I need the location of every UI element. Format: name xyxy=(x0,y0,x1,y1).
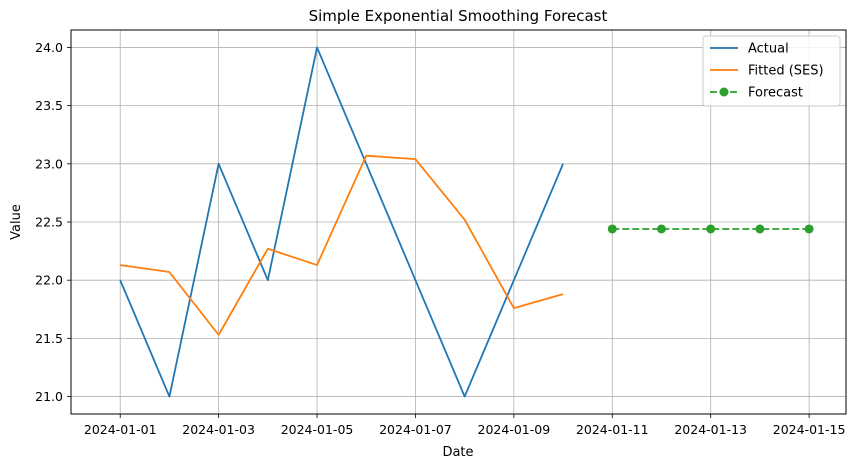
x-tick-label: 2024-01-13 xyxy=(674,422,747,437)
y-axis-label: Value xyxy=(9,204,24,240)
plot-series xyxy=(119,46,814,398)
chart-title: Simple Exponential Smoothing Forecast xyxy=(309,7,608,25)
y-tick-label: 23.0 xyxy=(35,156,63,171)
actual-line xyxy=(119,46,564,398)
y-tick-label: 24.0 xyxy=(35,40,63,55)
x-tick-label: 2024-01-03 xyxy=(182,422,255,437)
forecast-point xyxy=(706,224,716,234)
legend-marker-forecast xyxy=(719,87,729,97)
legend-label-actual: Actual xyxy=(748,42,789,57)
x-tick-label: 2024-01-01 xyxy=(84,422,157,437)
y-tick-label: 22.0 xyxy=(35,273,63,288)
x-axis-label: Date xyxy=(442,445,473,460)
legend: Actual Fitted (SES) Forecast xyxy=(702,35,841,107)
y-tick-label: 21.0 xyxy=(35,389,63,404)
x-axis: 2024-01-01 2024-01-03 2024-01-05 2024-01-07… xyxy=(84,414,846,437)
y-tick-label: 21.5 xyxy=(35,331,63,346)
forecast-point xyxy=(755,224,765,234)
x-tick-label: 2024-01-09 xyxy=(478,422,551,437)
forecast-point xyxy=(804,224,814,234)
forecast-point xyxy=(656,224,666,234)
y-tick-label: 23.5 xyxy=(35,98,63,113)
legend-label-forecast: Forecast xyxy=(748,86,803,101)
fitted-ses-line xyxy=(120,154,564,336)
legend-box xyxy=(702,35,841,107)
y-axis: 21.0 21.5 22.0 22.5 23.0 23.5 24.0 xyxy=(35,40,71,404)
forecast-point xyxy=(607,224,617,234)
y-tick-label: 22.5 xyxy=(35,215,63,230)
x-tick-label: 2024-01-07 xyxy=(379,422,452,437)
legend-label-fitted-ses: Fitted (SES) xyxy=(748,64,824,79)
x-tick-label: 2024-01-15 xyxy=(773,422,846,437)
x-tick-label: 2024-01-05 xyxy=(281,422,354,437)
x-tick-label: 2024-01-11 xyxy=(576,422,649,437)
